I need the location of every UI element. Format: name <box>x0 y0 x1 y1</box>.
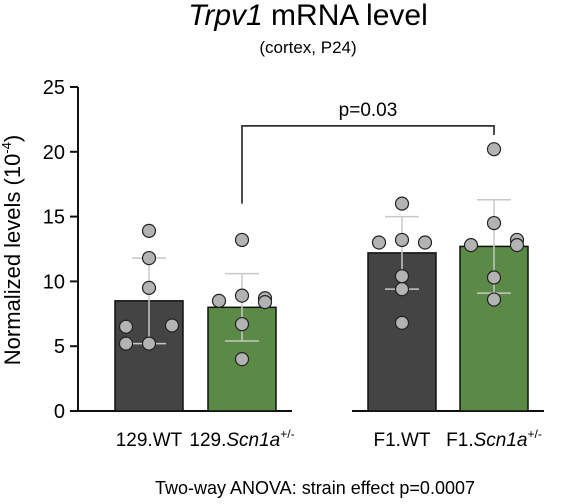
y-tick-label: 10 <box>43 271 65 293</box>
y-tick-label: 15 <box>43 207 65 229</box>
data-point <box>394 232 410 248</box>
data-point <box>463 238 479 253</box>
data-point <box>394 315 410 330</box>
plot-area: 0 5 10 15 20 25 129.WT 129.Scn1a+/- F1.WT F1.Scn1… <box>43 77 544 451</box>
data-point <box>118 336 134 351</box>
data-point <box>234 288 250 303</box>
data-point <box>394 196 410 211</box>
data-point <box>141 280 157 295</box>
chart-title: Trpv1 mRNA level <box>188 0 428 32</box>
y-tick-label: 5 <box>54 336 65 358</box>
y-tick-label: 20 <box>43 142 65 164</box>
data-point <box>118 319 134 334</box>
data-point <box>141 336 157 351</box>
data-point <box>509 238 525 253</box>
significance-label: p=0.03 <box>339 100 398 121</box>
data-point <box>394 269 410 284</box>
x-tick-label: F1.WT <box>374 430 431 451</box>
data-point <box>394 282 410 297</box>
data-point <box>141 250 157 266</box>
chart-footer: Two-way ANOVA: strain effect p=0.0007 <box>155 478 475 498</box>
data-point <box>141 223 157 238</box>
data-point <box>486 215 502 231</box>
data-point <box>486 270 502 285</box>
y-tick-label: 0 <box>54 401 65 423</box>
data-point <box>257 295 273 310</box>
data-point <box>417 235 433 250</box>
y-axis-label: Normalized levels (10-4) <box>0 135 25 365</box>
x-tick-label: 129.WT <box>116 430 183 451</box>
chart-subtitle: (cortex, P24) <box>259 38 356 57</box>
data-point <box>211 293 227 308</box>
significance-bracket <box>241 125 495 204</box>
data-point <box>234 352 250 367</box>
data-point <box>486 292 502 307</box>
data-point <box>486 142 502 157</box>
data-point <box>234 232 250 248</box>
x-tick-label: F1.Scn1a+/- <box>446 427 542 451</box>
x-tick-label: 129.Scn1a+/- <box>189 427 294 451</box>
data-point <box>164 318 180 333</box>
data-point <box>234 317 250 332</box>
data-point <box>371 235 387 250</box>
y-tick-label: 25 <box>43 77 65 99</box>
